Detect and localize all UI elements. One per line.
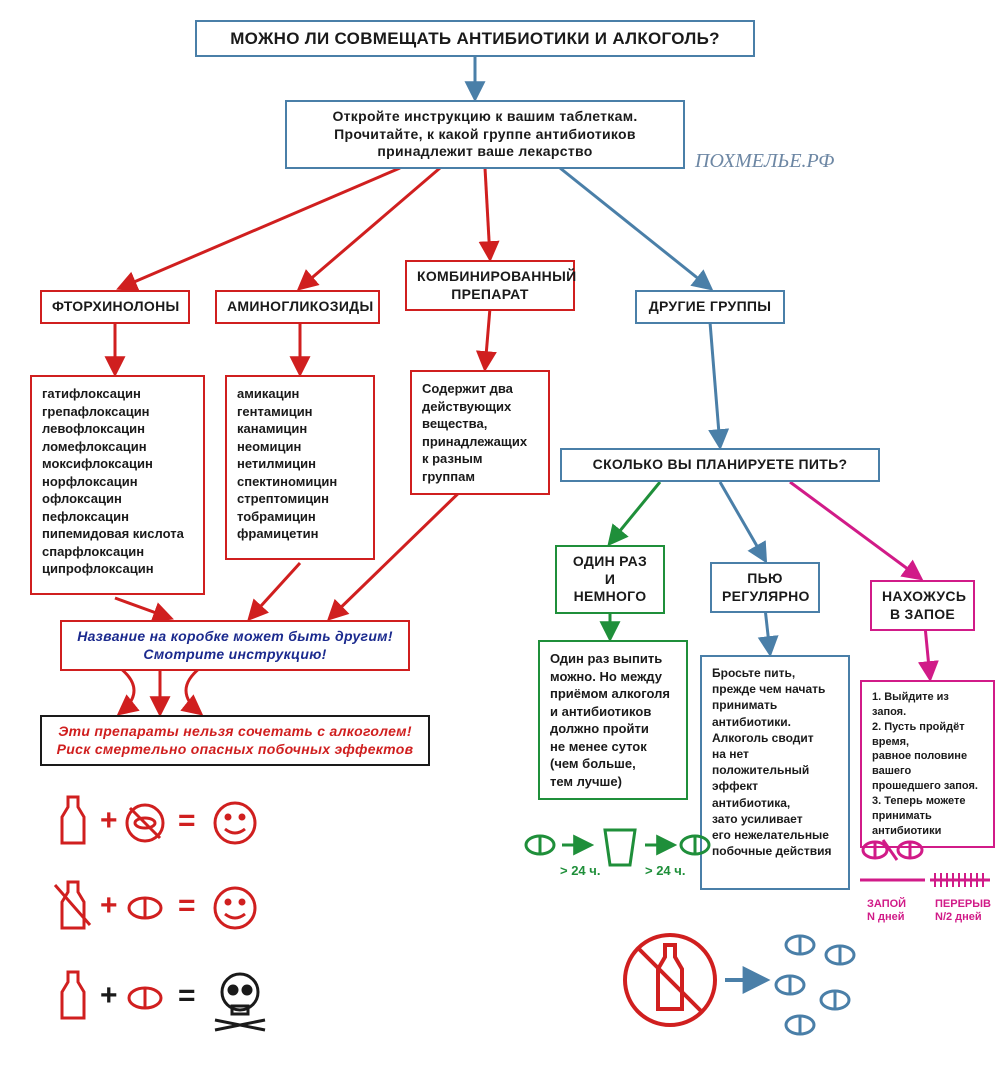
instruction-box: Откройте инструкцию к вашим таблеткам.Пр…	[285, 100, 685, 169]
binge-box: НАХОЖУСЬВ ЗАПОЕ	[870, 580, 975, 631]
box-name-note: Название на коробке может быть другим!См…	[60, 620, 410, 671]
ag-list-box: амикацингентамицинканамициннеомициннетил…	[225, 375, 375, 560]
svg-text:=: =	[178, 979, 196, 1012]
once-box: ОДИН РАЗИ НЕМНОГО	[555, 545, 665, 614]
fq-list-box: гатифлоксацингрепафлоксацинлевофлоксацин…	[30, 375, 205, 595]
combo-drug-box: КОМБИНИРОВАННЫЙПРЕПАРАТ	[405, 260, 575, 311]
svg-text:=: =	[178, 804, 196, 837]
other-groups-box: ДРУГИЕ ГРУППЫ	[635, 290, 785, 324]
zapoy-label: ЗАПОЙN дней	[867, 897, 906, 923]
binge-timeline: ЗАПОЙN дней ПЕРЕРЫВN/2 дней	[855, 835, 1000, 955]
no-bottle-pills	[615, 910, 895, 1060]
svg-text:> 24 ч.: > 24 ч.	[560, 863, 600, 878]
icon-row-2: + =	[50, 870, 350, 940]
svg-text:+: +	[100, 889, 118, 922]
watermark: ПОХМЕЛЬЕ.РФ	[695, 150, 834, 173]
title-box: МОЖНО ЛИ СОВМЕЩАТЬ АНТИБИОТИКИ И АЛКОГОЛ…	[195, 20, 755, 57]
pereryv-label: ПЕРЕРЫВN/2 дней	[935, 898, 991, 923]
icon-row-3: + =	[50, 960, 370, 1050]
icon-row-1: + =	[50, 785, 350, 855]
fluoroquinolones-box: ФТОРХИНОЛОНЫ	[40, 290, 190, 324]
svg-text:+: +	[100, 979, 118, 1012]
aminoglycosides-box: АМИНОГЛИКОЗИДЫ	[215, 290, 380, 324]
regular-box: ПЬЮРЕГУЛЯРНО	[710, 562, 820, 613]
svg-text:+: +	[100, 804, 118, 837]
green-24h-row: > 24 ч. > 24 ч.	[520, 815, 740, 885]
once-text-box: Один раз выпитьможно. Но междуприёмом ал…	[538, 640, 688, 800]
combo-text-box: Содержит двадействующихвещества,принадле…	[410, 370, 550, 495]
how-much-box: СКОЛЬКО ВЫ ПЛАНИРУЕТЕ ПИТЬ?	[560, 448, 880, 482]
svg-text:> 24 ч.: > 24 ч.	[645, 863, 685, 878]
warning-box: Эти препараты нельзя сочетать с алкоголе…	[40, 715, 430, 766]
svg-text:=: =	[178, 889, 196, 922]
binge-text-box: 1. Выйдите из запоя.2. Пусть пройдёт вре…	[860, 680, 995, 848]
